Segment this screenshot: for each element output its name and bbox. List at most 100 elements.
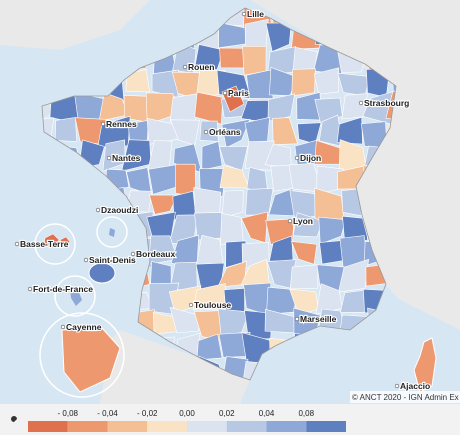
city-label: Strasbourg <box>364 98 409 108</box>
city-dot <box>394 383 400 389</box>
department <box>220 212 244 245</box>
city-label: Lyon <box>293 216 313 226</box>
department <box>290 241 318 265</box>
city-label: Orléans <box>209 127 241 137</box>
legend-swatch <box>107 421 148 432</box>
department <box>201 141 223 171</box>
department <box>169 306 203 334</box>
legend-label: - 0,04 <box>97 409 118 418</box>
legend-swatch <box>147 421 187 432</box>
legend-swatch <box>187 421 227 432</box>
department <box>272 117 299 146</box>
martinique <box>70 288 82 306</box>
city-dot <box>130 251 136 257</box>
city-dot <box>294 316 300 322</box>
city-dot <box>188 302 194 308</box>
department <box>148 282 180 315</box>
guyane <box>61 327 121 393</box>
department <box>289 264 319 290</box>
city-label: Lille <box>247 9 264 19</box>
department <box>242 45 267 76</box>
city-label: Dzaoudzi <box>101 205 138 215</box>
guadeloupe <box>43 233 71 249</box>
department <box>221 85 245 113</box>
corse <box>413 337 437 393</box>
city-label: Basse-Terre <box>20 239 69 249</box>
department <box>127 119 149 142</box>
city-label: Toulouse <box>194 300 231 310</box>
legend-label: 0,00 <box>179 409 195 418</box>
department <box>54 117 78 142</box>
inset-circle <box>54 275 96 317</box>
city-label: Fort-de-France <box>33 284 93 294</box>
department <box>267 93 296 122</box>
department <box>292 212 323 238</box>
legend-swatch <box>266 421 307 432</box>
reunion <box>88 262 116 284</box>
city-dot <box>241 11 247 17</box>
city-label: Ajaccio <box>400 381 430 391</box>
department <box>291 68 316 97</box>
department <box>338 258 369 293</box>
department <box>244 18 269 51</box>
department <box>292 46 318 73</box>
department <box>391 73 396 99</box>
city-dot <box>287 218 293 224</box>
legend-label: - 0,08 <box>58 409 79 418</box>
legend-swatch <box>28 421 68 432</box>
land-uk <box>0 0 150 50</box>
city-dot <box>27 286 33 292</box>
department <box>245 188 274 216</box>
city-dot <box>95 207 101 213</box>
legend-label: - 0,02 <box>137 409 158 418</box>
city-dot <box>100 121 106 127</box>
city-dot <box>358 100 364 106</box>
department <box>194 91 224 125</box>
attribution-bg <box>350 391 460 403</box>
city-dot <box>83 257 89 263</box>
city-dot <box>222 90 228 96</box>
city-dot <box>294 155 300 161</box>
city-label: Rouen <box>188 62 214 72</box>
department <box>221 190 244 219</box>
legend: - 0,08 - 0,04 - 0,02 0,00 0,02 0,04 0,08 <box>28 409 346 432</box>
department <box>125 69 151 93</box>
inset-circle <box>96 216 128 248</box>
city-label: Dijon <box>300 153 321 163</box>
city-label: Rennes <box>106 119 137 129</box>
city-dot <box>203 129 209 135</box>
city-label: Bordeaux <box>136 249 175 259</box>
city-label: Nantes <box>112 153 141 163</box>
department <box>170 119 200 146</box>
settings-icon[interactable] <box>8 416 17 428</box>
department <box>221 118 251 149</box>
legend-swatch <box>67 421 108 432</box>
legend-label: 0,04 <box>259 409 275 418</box>
legend-swatch <box>306 421 346 432</box>
department <box>313 67 340 95</box>
land-europe <box>250 0 460 330</box>
department <box>336 116 363 145</box>
department <box>318 216 347 245</box>
city-dot <box>14 241 20 247</box>
legend-label: 0,08 <box>298 409 314 418</box>
inset-circle <box>39 312 125 398</box>
department <box>196 333 223 361</box>
department <box>195 234 225 269</box>
department <box>193 44 225 71</box>
city-dot <box>106 155 112 161</box>
department <box>246 69 274 99</box>
city-label: Marseille <box>300 314 337 324</box>
land-spain <box>100 330 250 404</box>
city-label: Paris <box>228 88 249 98</box>
city-label: Cayenne <box>66 322 102 332</box>
legend-label: 0,02 <box>219 409 235 418</box>
city-label: Saint-Denis <box>89 255 136 265</box>
mayotte <box>109 228 115 237</box>
inset-circle <box>34 223 76 265</box>
city-dot <box>60 324 66 330</box>
legend-swatch <box>226 421 267 432</box>
attribution: © ANCT 2020 - IGN Admin Ex <box>352 393 459 402</box>
department <box>148 194 179 215</box>
